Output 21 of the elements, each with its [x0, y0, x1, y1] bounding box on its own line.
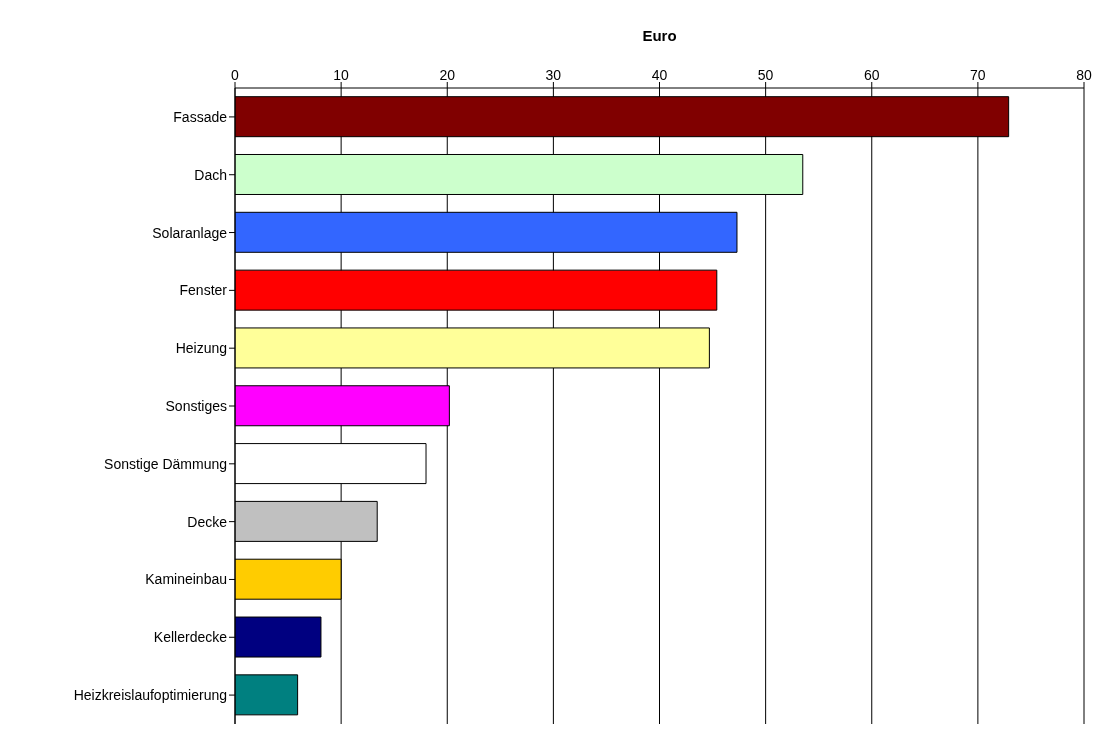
x-tick-label: 0	[231, 67, 240, 83]
y-tick-label: Heizkreislaufoptimierung	[73, 687, 227, 704]
x-tick-label: 30	[545, 67, 562, 83]
x-axis-title: Euro	[642, 26, 677, 44]
y-tick-label: Kellerdecke	[153, 629, 228, 646]
x-tick-label: 50	[757, 67, 774, 83]
x-tick-label: 10	[333, 67, 350, 83]
y-tick-label: Heizung	[175, 340, 227, 357]
x-tick-label: 40	[651, 67, 668, 83]
y-tick-label: Dach	[194, 166, 227, 183]
y-tick-label: Fassade	[173, 108, 228, 125]
x-tick-label: 60	[863, 67, 880, 83]
y-tick-label: Kamineinbau	[145, 571, 227, 588]
y-tick-label: Fenster	[179, 282, 228, 299]
y-tick-label: Solaranlage	[152, 224, 228, 241]
x-tick-label: 80	[1076, 67, 1092, 83]
y-tick-label: Decke	[187, 513, 228, 530]
y-tick-label: Sonstige Dämmung	[104, 455, 227, 472]
y-tick-label: Sonstiges	[165, 397, 227, 414]
x-tick-label: 20	[439, 67, 456, 83]
x-tick-label: 70	[970, 67, 986, 83]
